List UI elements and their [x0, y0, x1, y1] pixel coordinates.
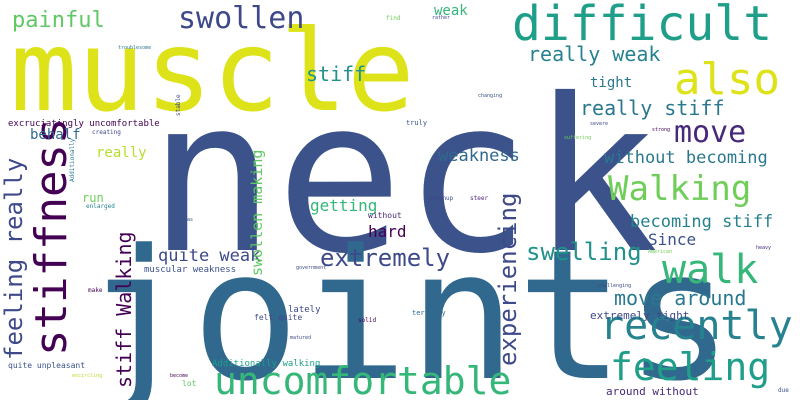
word-muscular-weakness: muscular weakness: [144, 265, 237, 275]
word-painful: painful: [12, 8, 105, 33]
word-suffering: suffering: [564, 135, 592, 141]
word-extremely: extremely: [320, 244, 451, 272]
word-felt-quite: felt quite: [254, 313, 303, 322]
word-creating: creating: [92, 129, 121, 136]
word-enlarged: enlarged: [86, 203, 115, 210]
word-additionally-walking: Additionally walking: [212, 359, 321, 369]
word-recently: recently: [600, 303, 793, 349]
word-extremely-tight: extremely tight: [590, 309, 690, 322]
word-move-around: move around: [614, 286, 747, 310]
word-become: become: [170, 373, 189, 379]
word-walk: walk: [662, 247, 759, 293]
word-excruciatingly-uncomfortable: excruciatingly uncomfortable: [8, 119, 160, 129]
word-lately: lately: [288, 305, 321, 315]
word-steer: steer: [470, 195, 489, 202]
word-experiencing: experiencing: [494, 192, 522, 366]
word-quite-weak: quite weak: [158, 246, 261, 266]
word-uncomfortable: uncomfortable: [214, 359, 512, 400]
word-feeling-really: feeling really: [0, 157, 28, 360]
word-hard: hard: [368, 222, 407, 241]
word-due: due: [778, 387, 789, 394]
word-neck: neck: [148, 53, 659, 300]
word-terribly: terribly: [412, 309, 446, 317]
word-stiff: stiff: [306, 62, 367, 86]
word-government: government: [296, 265, 327, 271]
word-really-stiff: really stiff: [580, 96, 725, 120]
word-behalf: behalf: [30, 127, 81, 143]
word-swollen-making: swollen making: [248, 149, 266, 276]
word-walking: Walking: [608, 169, 752, 209]
word-getting: getting: [310, 196, 378, 215]
word-quite-unpleasant: quite unpleasant: [8, 361, 86, 370]
word-whereas: whereas: [172, 217, 194, 223]
word-grownup: grownup: [428, 195, 454, 202]
word-feeling: feeling: [610, 345, 771, 389]
word-stiffness: stiffness: [26, 117, 77, 356]
word-matured: matured: [290, 335, 312, 341]
word-heavy: heavy: [756, 245, 772, 251]
word-tight: tight: [590, 75, 633, 91]
word-muscle: muscle: [10, 7, 415, 137]
word-stable: stable: [175, 94, 182, 116]
word-strong: strong: [652, 127, 671, 133]
word-really: really: [96, 145, 147, 161]
word-without: without: [368, 211, 402, 220]
word-troublesome: troublesome: [118, 45, 152, 51]
word-american: American: [648, 249, 673, 255]
word-joints: joints: [83, 212, 734, 400]
word-since: Since: [648, 230, 697, 249]
word-weakness: weakness: [438, 146, 520, 166]
word-becoming-stiff: becoming stiff: [630, 212, 774, 232]
word-really-weak: really weak: [528, 42, 661, 66]
word-move: move: [674, 115, 747, 150]
word-weak: weak: [434, 3, 468, 19]
word-encircling: encircling: [72, 373, 103, 379]
word-severe: severe: [590, 121, 609, 127]
word-solid: solid: [358, 317, 377, 324]
word-lot: lot: [182, 379, 197, 388]
word-challenging: challenging: [598, 283, 632, 289]
word-also: also: [674, 54, 780, 105]
word-around-without: around without: [606, 385, 699, 398]
word-swollen: swollen: [178, 1, 305, 36]
word-truly: truly: [406, 119, 428, 127]
word-changing: changing: [478, 93, 503, 99]
word-additionally: Additionally: [69, 138, 76, 182]
word-run: run: [82, 191, 104, 205]
word-without-becoming: without becoming: [604, 148, 768, 168]
word-difficult: difficult: [512, 0, 773, 52]
word-stiff-walking: stiff Walking: [112, 231, 136, 388]
word-rather: rather: [432, 15, 451, 21]
word-make: make: [88, 287, 103, 294]
word-swelling: swelling: [526, 238, 642, 266]
word-find: find: [386, 15, 401, 22]
